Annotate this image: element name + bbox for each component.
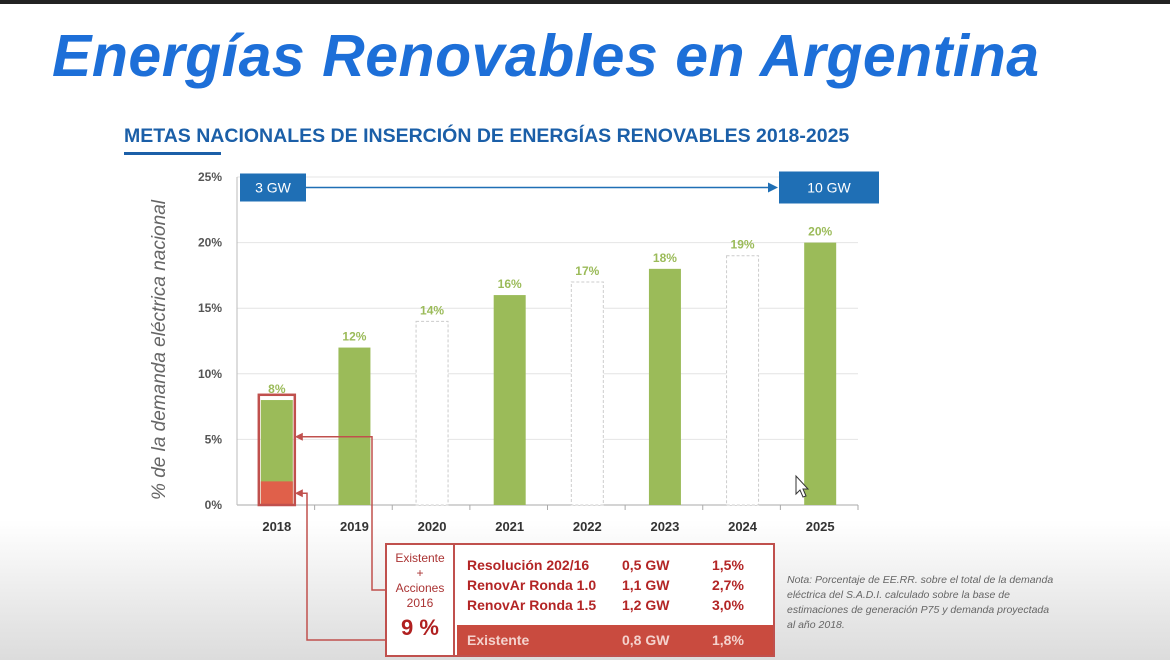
x-tick-label: 2024 [728,519,758,534]
x-tick-label: 2021 [495,519,524,534]
data-label: 19% [731,238,755,252]
y-tick-label: 20% [198,236,222,250]
capacity-end-box [779,171,879,204]
x-tick-label: 2018 [262,519,291,534]
capacity-start-label: 3 GW [255,179,292,195]
y-tick-label: 5% [205,432,223,446]
existing-row: Existente 0,8 GW 1,8% [457,625,773,655]
bar-2018-highlight [257,393,297,507]
bar-2025 [804,242,837,505]
data-label: 8% [268,382,286,396]
existing-name: Existente [467,632,530,648]
data-label: 14% [420,303,444,317]
row-pct: 1,5% [712,557,744,573]
existing-plus-actions-cell: Existente + Acciones 2016 9 % [387,545,455,655]
connector-existing [300,492,386,641]
y-tick-label: 10% [198,367,222,381]
row-name: RenovAr Ronda 1.5 [467,597,597,613]
breakdown-table: Existente + Acciones 2016 9 % Resolución… [385,543,775,657]
row-pct: 3,0% [712,597,744,613]
total-percent: 9 % [401,615,439,640]
data-label: 17% [575,264,599,278]
capacity-start-box [240,173,306,202]
y-tick-label: 25% [198,170,222,184]
window-top-edge [0,0,1170,4]
data-label: 16% [498,277,522,291]
subtitle-underline [124,152,221,155]
x-tick-label: 2025 [806,519,835,534]
row-gw: 0,5 GW [622,557,670,573]
existing-pct: 1,8% [712,632,744,648]
left-line-1: Existente [395,551,445,565]
arrow-head-icon [294,432,303,441]
bar-2019 [338,347,371,505]
bar-2018-existing [260,481,293,505]
row-gw: 1,2 GW [622,597,670,613]
y-tick-label: 0% [205,498,223,512]
row-name: RenovAr Ronda 1.0 [467,577,597,593]
row-gw: 1,1 GW [622,577,670,593]
slide-subtitle: METAS NACIONALES DE INSERCIÓN DE ENERGÍA… [124,125,850,147]
slide-title: Energías Renovables en Argentina [52,23,1040,89]
left-line-4: 2016 [406,596,434,610]
arrow-head-icon [294,489,303,498]
existing-gw: 0,8 GW [622,632,670,648]
footnote: Nota: Porcentaje de EE.RR. sobre el tota… [787,574,1054,631]
left-line-2: + [416,566,424,580]
connector-actions [300,436,386,591]
x-tick-label: 2019 [340,519,369,534]
left-line-3: Acciones [395,581,445,595]
data-label: 12% [342,330,366,344]
x-tick-label: 2022 [573,519,602,534]
arrow-head-icon [768,182,778,193]
mouse-cursor-icon [795,474,810,498]
x-tick-label: 2020 [418,519,447,534]
row-name: Resolución 202/16 [467,557,590,573]
data-label: 18% [653,251,677,265]
bar-2021 [493,295,526,505]
bar-2022 [570,281,604,506]
bar-2023 [648,268,681,505]
data-label: 20% [808,225,832,239]
y-tick-label: 15% [198,301,222,315]
bar-2024 [726,255,760,506]
capacity-end-label: 10 GW [807,179,851,195]
bar-2020 [415,320,449,506]
row-pct: 2,7% [712,577,744,593]
x-tick-label: 2023 [650,519,679,534]
